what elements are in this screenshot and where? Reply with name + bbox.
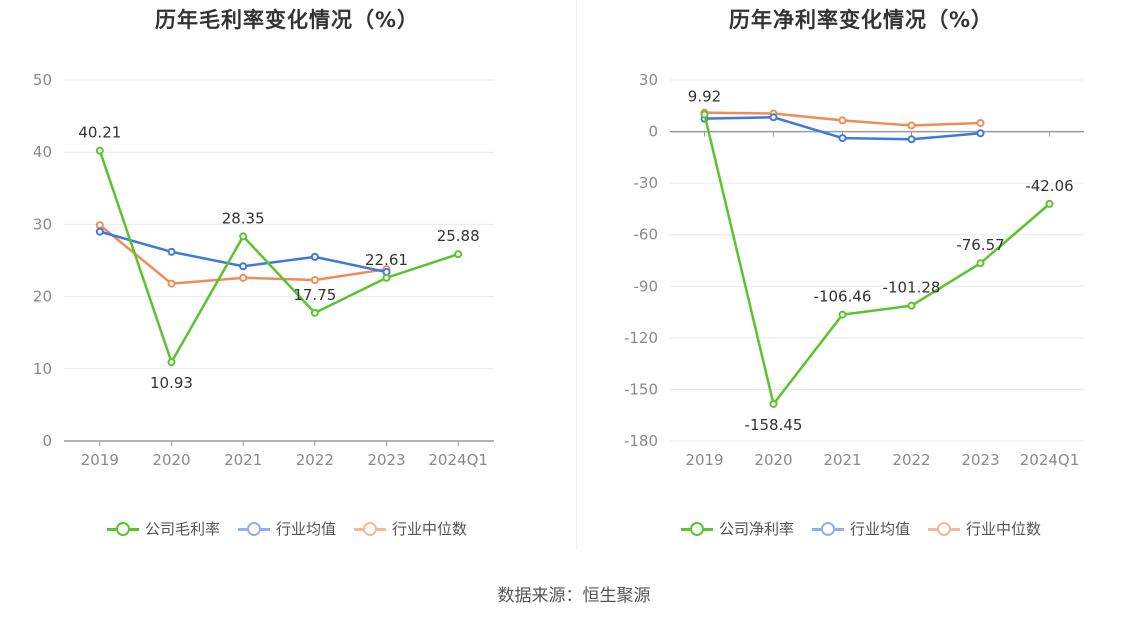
data-label: 25.88 — [437, 227, 480, 245]
data-label: -76.57 — [956, 236, 1004, 254]
legend-label: 公司毛利率 — [144, 520, 220, 538]
data-point — [167, 358, 176, 367]
data-label: -101.28 — [883, 279, 941, 297]
data-point — [454, 250, 463, 259]
data-point — [1045, 199, 1054, 208]
y-tick-label: -30 — [634, 174, 659, 192]
y-tick-label: 10 — [33, 360, 52, 378]
x-tick-label: 2022 — [892, 451, 930, 469]
data-label: 10.93 — [150, 374, 193, 392]
data-point — [838, 134, 847, 143]
legend-marker-icon — [237, 521, 270, 536]
x-tick-label: 2021 — [823, 451, 861, 469]
legend-marker-icon — [106, 521, 139, 536]
legend-item-company[interactable]: 公司毛利率 — [106, 518, 220, 539]
y-tick-label: 40 — [33, 143, 52, 161]
data-point — [769, 399, 778, 408]
y-tick-label: 50 — [33, 71, 52, 89]
data-point — [239, 232, 248, 241]
legend-label: 公司净利率 — [718, 520, 794, 538]
y-tick-label: 0 — [648, 123, 658, 141]
data-point — [239, 262, 248, 271]
y-tick-label: -180 — [624, 432, 658, 450]
net-margin-plot: -180 -150 -120 -90 -60 -30 0 30 2019 2020 2021 2022… — [624, 71, 1084, 469]
data-point — [310, 308, 319, 317]
x-tick-label: 2020 — [754, 451, 792, 469]
data-label: -106.46 — [814, 288, 872, 306]
data-point — [907, 121, 916, 130]
series-line — [703, 114, 1051, 406]
legend-item-industry-median[interactable]: 行业中位数 — [354, 518, 467, 539]
data-point — [95, 221, 104, 230]
y-tick-label: 20 — [33, 288, 52, 306]
series-line — [98, 150, 459, 364]
x-tick-label: 2024Q1 — [428, 451, 488, 469]
gross-margin-chart: 历年毛利率变化情况（%） 0 10 20 30 40 50 2019 2020 2021 2022… — [0, 0, 574, 560]
data-point — [167, 247, 176, 256]
chart-title: 历年毛利率变化情况（%） — [154, 8, 420, 32]
data-label: -158.45 — [745, 416, 803, 434]
data-point — [907, 301, 916, 310]
data-point — [700, 110, 709, 119]
net-margin-chart: 历年净利率变化情况（%） -180 -150 -120 -90 -60 -30 0 30 201… — [574, 0, 1148, 560]
x-tick-label: 2023 — [961, 451, 999, 469]
data-source: 数据来源：恒生聚源 — [497, 586, 651, 606]
legend: 公司毛利率 行业均值 行业中位数 — [0, 518, 574, 539]
x-tick-label: 2020 — [152, 451, 190, 469]
legend-label: 行业均值 — [849, 520, 910, 538]
x-tick-label: 2022 — [296, 451, 334, 469]
legend-label: 行业均值 — [275, 520, 336, 538]
y-tick-label: 30 — [639, 71, 658, 89]
y-tick-label: -150 — [624, 380, 658, 398]
data-point — [838, 310, 847, 319]
data-point — [95, 227, 104, 236]
data-point — [769, 113, 778, 122]
legend-marker-icon — [928, 521, 960, 536]
legend-marker-icon — [680, 521, 713, 536]
x-tick-label: 2023 — [367, 451, 405, 469]
data-label: 28.35 — [222, 209, 265, 227]
x-tick-label: 2024Q1 — [1020, 451, 1080, 469]
legend-marker-icon — [811, 521, 844, 536]
y-tick-label: -120 — [624, 329, 658, 347]
legend: 公司净利率 行业均值 行业中位数 — [574, 518, 1148, 539]
legend-marker-icon — [354, 521, 386, 536]
data-label: 9.92 — [688, 88, 721, 106]
data-label: 40.21 — [78, 124, 121, 142]
data-label: 22.61 — [365, 251, 408, 269]
data-point — [167, 279, 176, 288]
x-tick-label: 2019 — [685, 451, 723, 469]
y-tick-label: -90 — [634, 277, 659, 295]
legend-item-industry-median[interactable]: 行业中位数 — [928, 518, 1041, 539]
legend-item-industry-average[interactable]: 行业均值 — [811, 518, 910, 539]
x-tick-label: 2021 — [224, 451, 262, 469]
y-tick-label: 30 — [33, 215, 52, 233]
legend-item-company[interactable]: 公司净利率 — [680, 518, 794, 539]
legend-item-industry-average[interactable]: 行业均值 — [237, 518, 336, 539]
data-point — [310, 252, 319, 261]
data-point — [382, 273, 391, 282]
y-tick-label: -60 — [634, 226, 659, 244]
gross-margin-plot: 0 10 20 30 40 50 2019 2020 2021 2022 2023 2024Q1 40.… — [33, 71, 494, 469]
data-point — [976, 129, 985, 138]
data-point — [976, 259, 985, 268]
data-label: 17.75 — [293, 286, 336, 304]
data-point — [838, 116, 847, 125]
data-point — [976, 118, 985, 127]
data-point — [239, 273, 248, 282]
legend-label: 行业中位数 — [392, 520, 468, 538]
data-point — [907, 135, 916, 144]
chart-title: 历年净利率变化情况（%） — [728, 8, 994, 32]
panel-divider — [576, 0, 577, 550]
x-tick-label: 2019 — [81, 451, 119, 469]
data-label: -42.06 — [1025, 177, 1073, 195]
data-point — [310, 275, 319, 284]
data-point — [95, 146, 104, 155]
legend-label: 行业中位数 — [966, 520, 1042, 538]
y-tick-label: 0 — [42, 432, 52, 450]
